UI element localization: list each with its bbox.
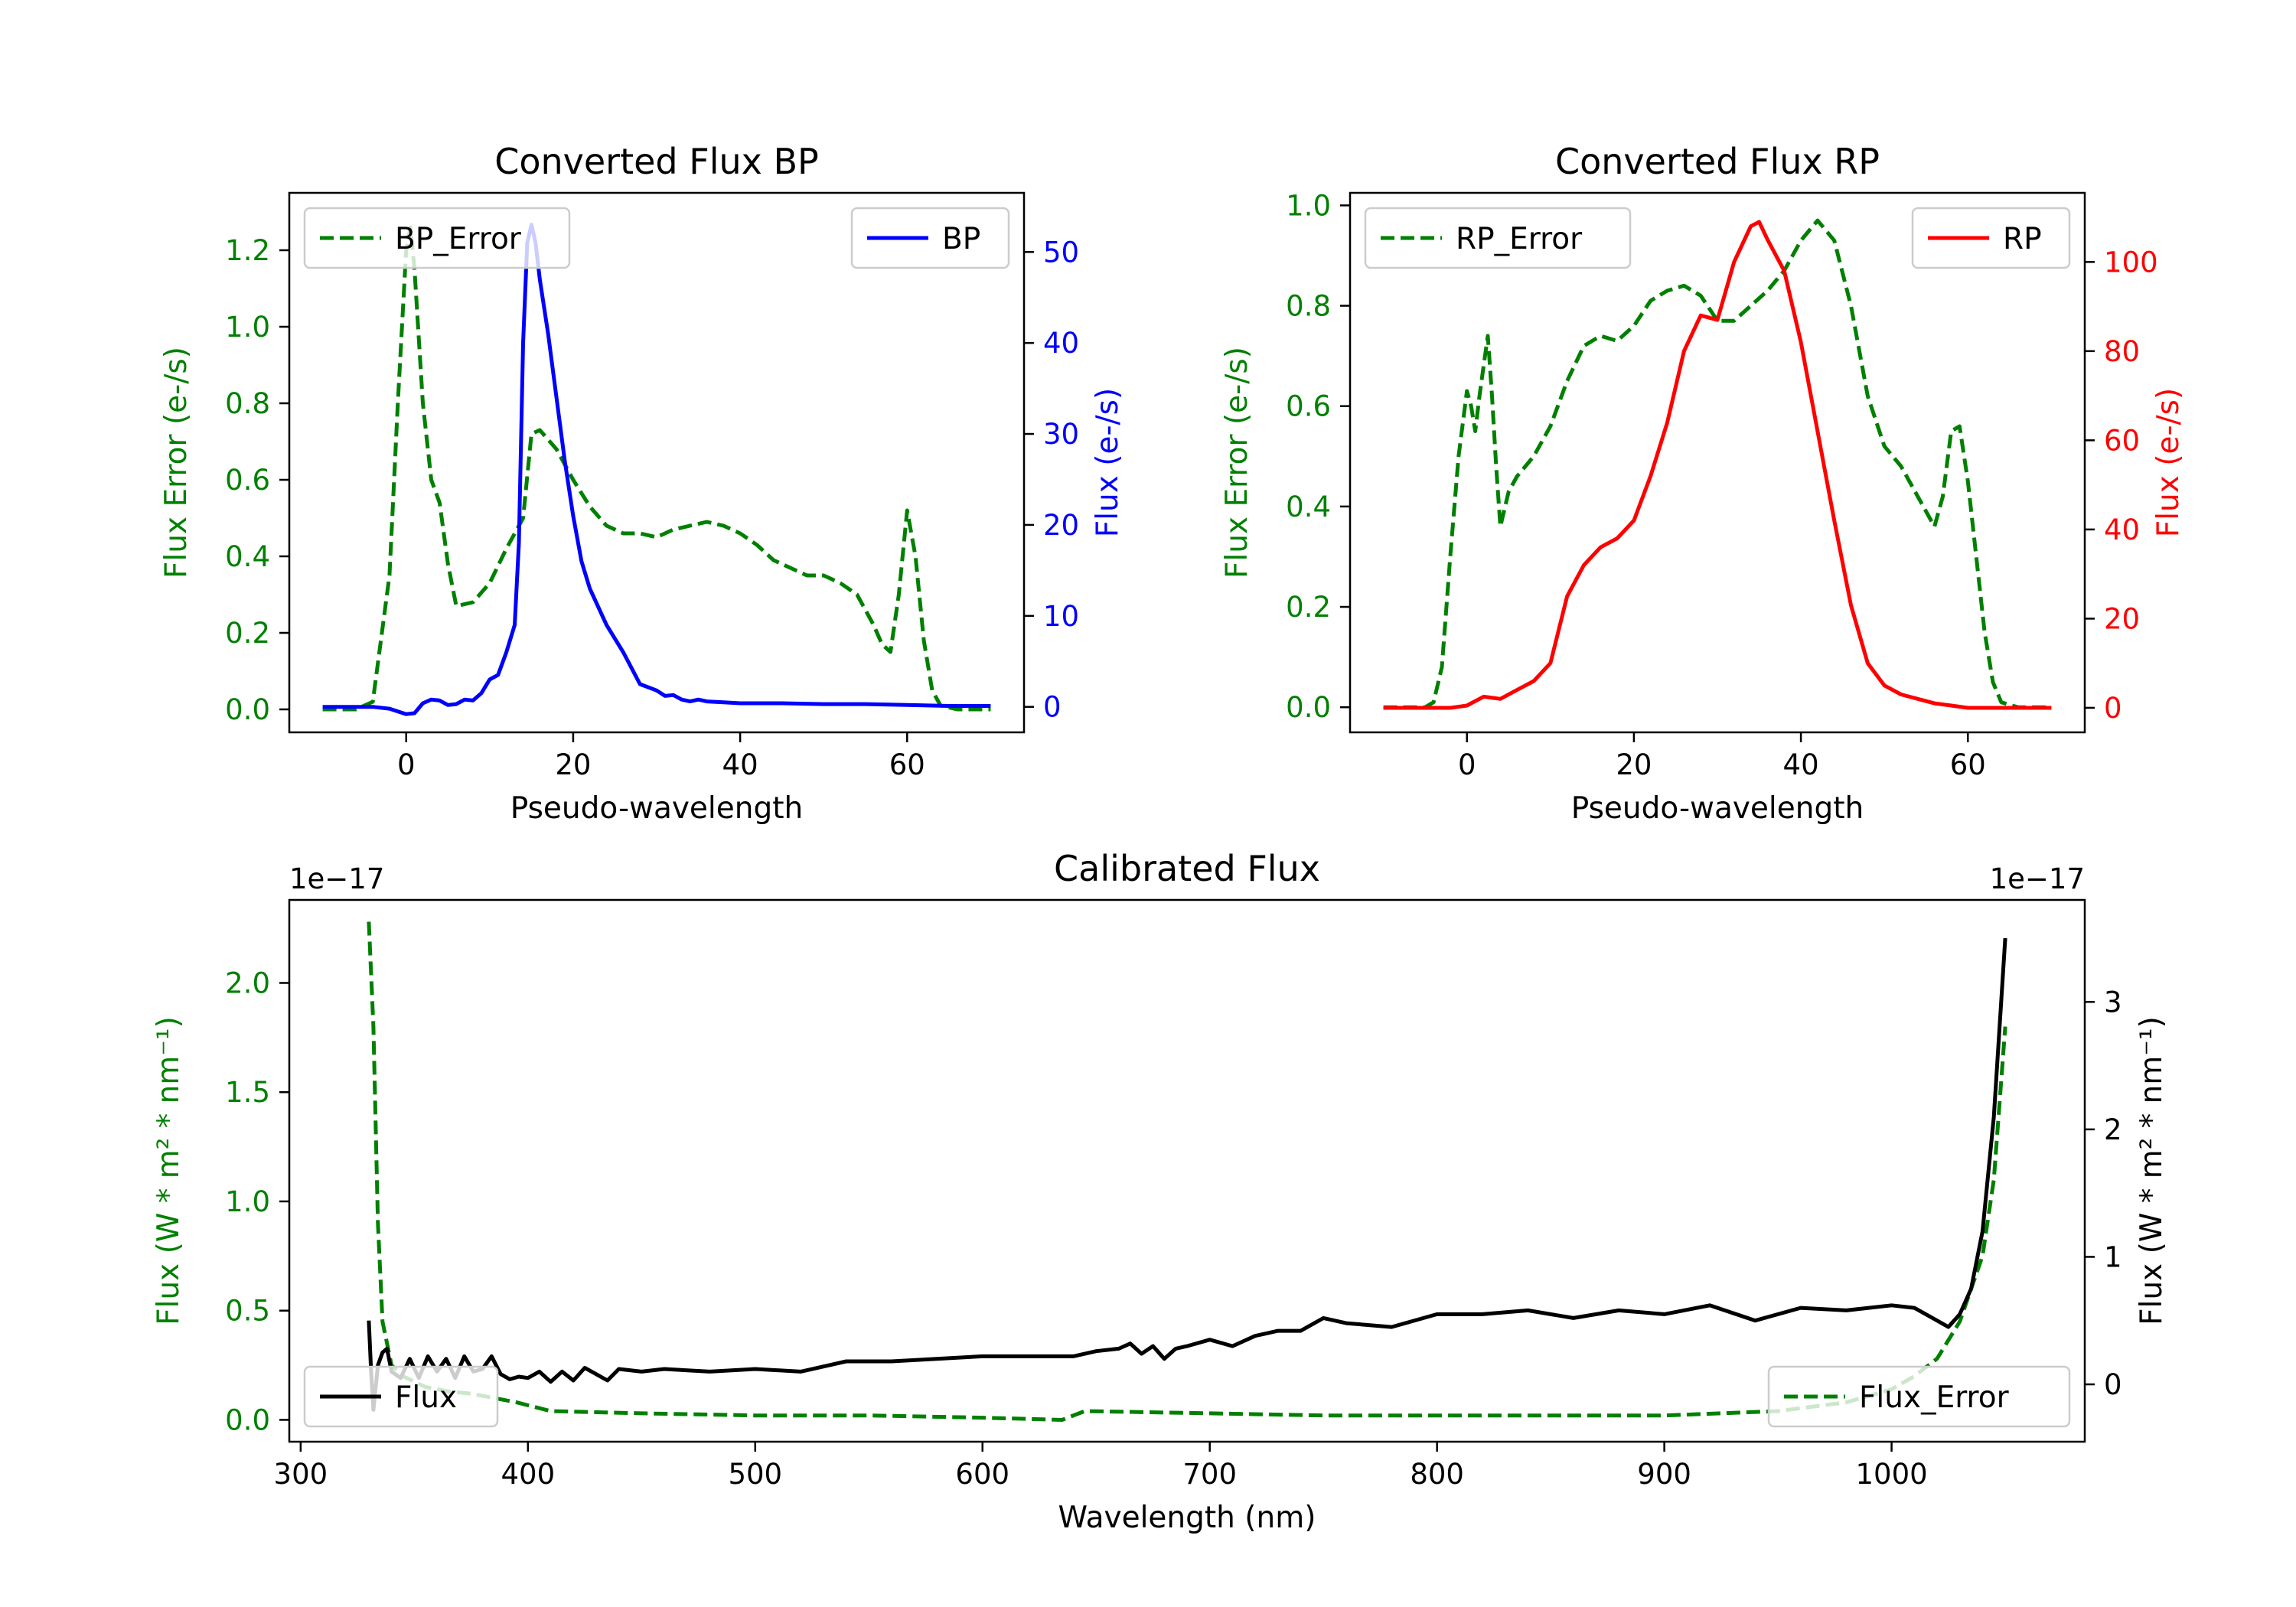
plot-frame <box>288 191 1026 734</box>
x-tick-label: 40 <box>1783 748 1819 781</box>
x-axis-label: Pseudo-wavelength <box>1571 791 1864 826</box>
legend-box <box>1364 207 1632 269</box>
x-tick-label: 0 <box>1458 748 1476 781</box>
y-left-tick-label: 0.0 <box>1286 691 1331 724</box>
y-left-tick-label: 0.2 <box>225 617 270 650</box>
chart-title: Converted Flux BP <box>494 141 819 182</box>
series-flux <box>367 937 2007 1412</box>
y-left-tick-label: 0.8 <box>225 387 270 420</box>
y-left-tick-label: 0.5 <box>225 1295 270 1328</box>
legend-bp-error: BP_Error <box>303 207 571 269</box>
y-left-tick-label: 0.6 <box>225 464 270 497</box>
y-left-tick-label: 2.0 <box>225 966 270 999</box>
x-tick-label: 500 <box>728 1458 782 1491</box>
y-left-offset: 1e−17 <box>289 862 384 895</box>
series-rp-error <box>1383 218 2052 709</box>
x-tick-label: 400 <box>501 1458 555 1491</box>
legend-label: BP_Error <box>395 222 522 256</box>
x-tick-label: 20 <box>1616 748 1652 781</box>
x-tick-label: 700 <box>1182 1458 1237 1491</box>
y-right-tick-label: 40 <box>1043 327 1079 360</box>
chart-bp: 0 20 40 60 0.0 0.2 0.4 0.6 0.8 1.0 1.2 0 10 20 30 40 50 C… <box>159 141 1125 826</box>
series-rp <box>1383 220 2052 710</box>
x-tick-label: 600 <box>955 1458 1009 1491</box>
y-right-tick-label: 3 <box>2104 986 2122 1019</box>
plot-frame <box>1349 191 2086 734</box>
y-left-axis-label: Flux Error (e-/s) <box>159 347 194 579</box>
x-axis-label: Pseudo-wavelength <box>510 791 803 826</box>
y-left-tick-label: 1.2 <box>225 234 270 267</box>
y-right-tick-label: 60 <box>2104 424 2140 457</box>
y-right-tick-label: 100 <box>2104 246 2158 279</box>
chart-rp: 0 20 40 60 0.0 0.2 0.4 0.6 0.8 1.0 0 20 40 60 80 100 Con… <box>1220 141 2186 826</box>
y-right-tick-label: 0 <box>1043 691 1062 724</box>
x-tick-label: 1000 <box>1855 1458 1927 1491</box>
legend-box <box>1911 207 2071 269</box>
y-left-tick-label: 1.0 <box>225 1185 270 1218</box>
y-right-axis-label: Flux (W * m² * nm⁻¹) <box>2135 1016 2169 1325</box>
chart-title: Calibrated Flux <box>1054 848 1320 889</box>
y-left-tick-label: 1.0 <box>225 311 270 344</box>
legend-rp-error: RP_Error <box>1364 207 1632 269</box>
y-right-tick-label: 50 <box>1043 236 1079 269</box>
y-right-tick-label: 40 <box>2104 513 2140 546</box>
y-left-tick-label: 0.2 <box>1286 591 1331 624</box>
x-axis-label: Wavelength (nm) <box>1058 1501 1316 1535</box>
legend-flux: Flux <box>303 1365 499 1428</box>
y-right-tick-label: 10 <box>1043 600 1079 633</box>
y-right-tick-label: 1 <box>2104 1240 2122 1273</box>
y-left-tick-label: 0.0 <box>225 693 270 726</box>
series-bp-error <box>322 225 991 712</box>
x-tick-label: 60 <box>1950 748 1986 781</box>
chart-title: Converted Flux RP <box>1555 141 1880 182</box>
y-right-tick-label: 0 <box>2104 1368 2122 1401</box>
legend-bp: BP <box>850 207 1010 269</box>
legend-box <box>303 207 571 269</box>
legend-label: RP_Error <box>1456 222 1583 256</box>
y-right-tick-label: 30 <box>1043 418 1079 451</box>
legend-box <box>1767 1365 2071 1428</box>
x-tick-label: 300 <box>274 1458 328 1491</box>
y-left-tick-label: 0.8 <box>1286 290 1331 323</box>
x-tick-label: 800 <box>1410 1458 1464 1491</box>
y-right-tick-label: 2 <box>2104 1113 2122 1146</box>
x-tick-label: 900 <box>1637 1458 1691 1491</box>
x-tick-label: 40 <box>722 748 758 781</box>
x-tick-label: 0 <box>397 748 416 781</box>
x-tick-label: 20 <box>555 748 591 781</box>
legend-box <box>303 1365 499 1428</box>
chart-cal: 300 400 500 600 700 800 900 1000 0.0 0.5 1.0 1.5 2.0… <box>152 848 2169 1535</box>
y-right-tick-label: 0 <box>2104 692 2122 725</box>
legend-label: RP <box>2003 222 2042 256</box>
y-left-tick-label: 0.4 <box>1286 491 1331 523</box>
y-left-tick-label: 1.0 <box>1286 189 1331 222</box>
legend-label: Flux_Error <box>1859 1380 2010 1415</box>
y-left-axis-label: Flux (W * m² * nm⁻¹) <box>152 1016 186 1325</box>
y-left-tick-label: 1.5 <box>225 1076 270 1109</box>
series-bp <box>322 223 991 716</box>
y-left-tick-label: 0.6 <box>1286 390 1331 423</box>
legend-label: Flux <box>395 1380 457 1415</box>
y-right-tick-label: 20 <box>2104 602 2140 635</box>
legend-rp: RP <box>1911 207 2071 269</box>
y-right-tick-label: 20 <box>1043 509 1079 542</box>
legend-flux-error: Flux_Error <box>1767 1365 2071 1428</box>
y-right-axis-label: Flux (e-/s) <box>1091 388 1125 537</box>
plot-frame <box>288 898 2086 1443</box>
legend-box <box>850 207 1010 269</box>
legend-label: BP <box>942 222 980 256</box>
y-right-tick-label: 80 <box>2104 335 2140 368</box>
y-left-axis-label: Flux Error (e-/s) <box>1220 347 1254 579</box>
x-tick-label: 60 <box>889 748 925 781</box>
y-right-offset: 1e−17 <box>1990 862 2085 895</box>
y-left-tick-label: 0.4 <box>225 540 270 573</box>
y-left-tick-label: 0.0 <box>225 1403 270 1436</box>
y-right-axis-label: Flux (e-/s) <box>2151 388 2186 537</box>
